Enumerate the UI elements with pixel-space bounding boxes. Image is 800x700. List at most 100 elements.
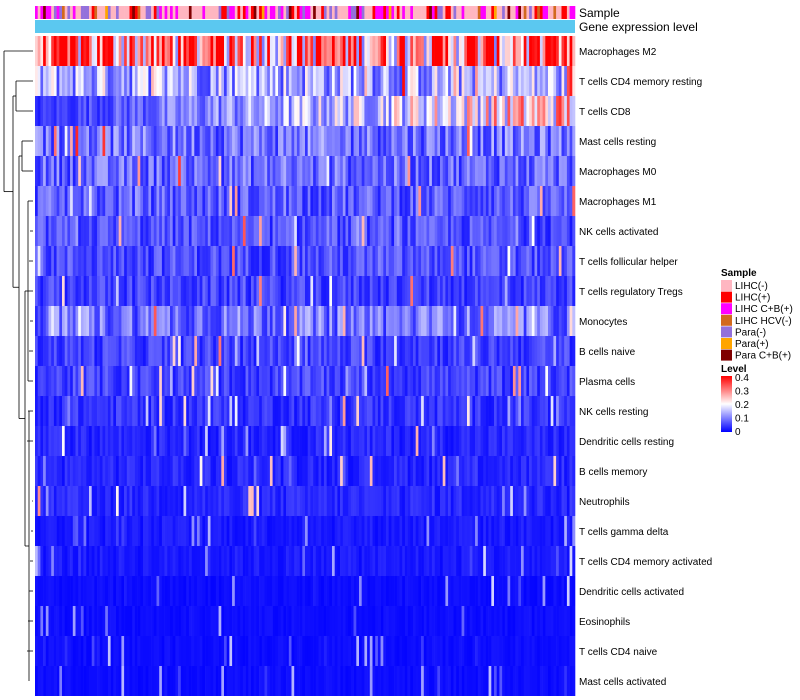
heatmap-cell <box>402 426 406 456</box>
heatmap-cell <box>178 36 182 66</box>
heatmap-cell <box>561 366 565 396</box>
heatmap-cell <box>35 606 38 636</box>
heatmap-cell <box>521 186 524 216</box>
heatmap-cell <box>191 336 195 366</box>
heatmap-cell <box>512 126 516 156</box>
heatmap-cell <box>458 516 462 546</box>
heatmap-cell <box>569 36 573 66</box>
heatmap-cell <box>213 576 217 606</box>
sample-cell <box>542 6 546 19</box>
heatmap-cell <box>215 546 219 576</box>
heatmap-cell <box>542 246 546 276</box>
sample-cell <box>89 6 92 19</box>
heatmap-cell <box>259 486 263 516</box>
heatmap-cell <box>118 96 122 126</box>
heatmap-cell <box>197 36 200 66</box>
heatmap-cell <box>272 666 276 696</box>
heatmap-cell <box>377 546 381 576</box>
heatmap-cell <box>402 216 406 246</box>
heatmap-cell <box>205 336 209 366</box>
heatmap-cell <box>561 516 565 546</box>
heatmap-cell <box>296 456 300 486</box>
heatmap-cell <box>418 576 422 606</box>
heatmap-cell <box>302 486 306 516</box>
heatmap-cell <box>48 516 52 546</box>
heatmap-cell <box>553 276 557 306</box>
heatmap-cell <box>313 516 317 546</box>
heatmap-cell <box>342 336 346 366</box>
heatmap-cell <box>383 126 387 156</box>
heatmap-cell <box>75 216 79 246</box>
heatmap-cell <box>361 546 365 576</box>
heatmap-cell <box>159 666 163 696</box>
heatmap-cell <box>421 606 425 636</box>
heatmap-cell <box>124 486 128 516</box>
heatmap-cell <box>507 216 511 246</box>
heatmap-cell <box>48 606 52 636</box>
heatmap-cell <box>229 126 233 156</box>
heatmap-cell <box>556 96 560 126</box>
heatmap-cell <box>515 576 519 606</box>
sample-cell <box>380 6 384 19</box>
heatmap-cell <box>234 246 238 276</box>
heatmap-cell <box>404 306 408 336</box>
heatmap-cell <box>402 336 406 366</box>
heatmap-cell <box>464 306 468 336</box>
heatmap-cell <box>413 336 416 366</box>
heatmap-cell <box>375 336 379 366</box>
sample-cell <box>399 6 403 19</box>
heatmap-cell <box>572 636 576 666</box>
heatmap-cell <box>245 426 249 456</box>
heatmap-cell <box>445 156 449 186</box>
heatmap-cell <box>48 36 52 66</box>
heatmap-cell <box>361 636 365 666</box>
heatmap-cell <box>529 576 533 606</box>
heatmap-cell <box>313 126 317 156</box>
heatmap-cell <box>518 546 522 576</box>
heatmap-cell <box>548 216 551 246</box>
heatmap-cell <box>545 456 549 486</box>
heatmap-cell <box>334 576 338 606</box>
heatmap-cell <box>558 216 562 246</box>
heatmap-cell <box>62 396 65 426</box>
heatmap-cell <box>242 366 246 396</box>
heatmap-cell <box>410 576 414 606</box>
heatmap-cell <box>186 246 190 276</box>
heatmap-cell <box>164 186 168 216</box>
heatmap-cell <box>348 546 352 576</box>
heatmap-cell <box>172 516 176 546</box>
heatmap-cell <box>442 156 446 186</box>
heatmap-cell <box>359 456 362 486</box>
heatmap-cell <box>421 96 425 126</box>
heatmap-cell <box>364 516 368 546</box>
heatmap-cell <box>367 576 371 606</box>
heatmap-cell <box>407 396 411 426</box>
sample-cell <box>210 6 214 19</box>
heatmap-cell <box>170 366 173 396</box>
heatmap-cell <box>477 186 481 216</box>
heatmap-cell <box>456 336 460 366</box>
heatmap-cell <box>553 606 557 636</box>
heatmap-cell <box>40 96 44 126</box>
heatmap-cell <box>550 336 554 366</box>
heatmap-cell <box>35 246 38 276</box>
heatmap-cell <box>342 606 346 636</box>
heatmap-cell <box>248 666 252 696</box>
sample-cell <box>288 6 292 19</box>
heatmap-cell <box>221 546 225 576</box>
heatmap-cell <box>215 246 219 276</box>
heatmap-cell <box>561 216 565 246</box>
heatmap-cell <box>434 216 438 246</box>
heatmap-cell <box>531 396 535 426</box>
heatmap-cell <box>350 156 354 186</box>
heatmap-cell <box>153 516 157 546</box>
heatmap-cell <box>194 66 198 96</box>
heatmap-cell <box>307 396 311 426</box>
heatmap-cell <box>531 576 535 606</box>
heatmap-cell <box>275 306 279 336</box>
heatmap-cell <box>124 576 128 606</box>
heatmap-cell <box>156 636 160 666</box>
heatmap-cell <box>94 336 98 366</box>
heatmap-cell <box>256 486 260 516</box>
heatmap-cell <box>221 516 225 546</box>
